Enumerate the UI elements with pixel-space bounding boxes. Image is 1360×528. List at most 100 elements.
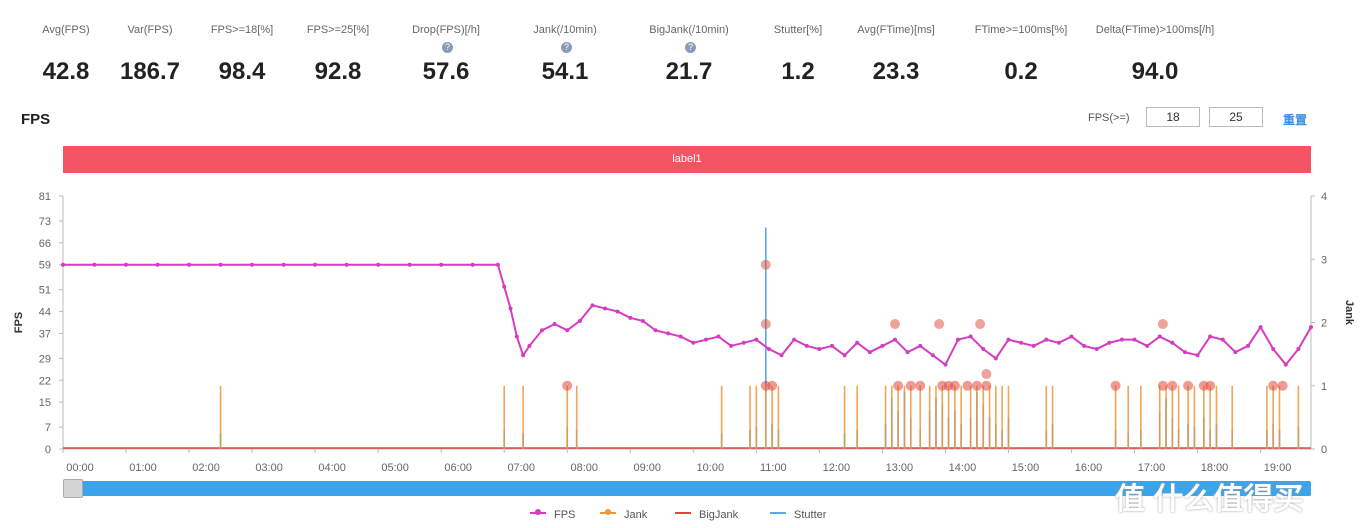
x-tick-label: 14:00	[949, 462, 977, 474]
fps-highlight-marker	[760, 319, 771, 330]
fps-point	[1069, 334, 1074, 339]
fps-point	[766, 347, 771, 352]
legend-swatch	[530, 509, 546, 515]
fps-point	[187, 262, 192, 267]
fps-point	[92, 262, 97, 267]
fps-point	[1019, 340, 1024, 345]
fps-point	[1296, 347, 1301, 352]
y-tick-label: 29	[39, 353, 51, 365]
fps-highlight-marker	[934, 319, 945, 330]
y2-axis-title: Jank	[1343, 300, 1355, 326]
fps-point	[603, 306, 608, 311]
fps-point	[867, 350, 872, 355]
y2-tick-label: 1	[1321, 381, 1327, 393]
legend-label: Stutter	[794, 509, 827, 521]
stat-2: FPS>=18[%] 98.4	[162, 22, 322, 86]
fps-point	[1119, 337, 1124, 342]
stat-1: Var(FPS) 186.7	[70, 22, 230, 86]
fps-point	[754, 337, 759, 342]
legend-item-stutter[interactable]: Stutter	[770, 507, 826, 523]
fps-point	[741, 340, 746, 345]
y-tick-label: 44	[39, 307, 51, 319]
stat-value: 98.4	[218, 58, 266, 85]
fps-point	[1145, 343, 1150, 348]
fps-point	[577, 318, 582, 323]
y-tick-label: 59	[39, 260, 51, 272]
x-tick-label: 19:00	[1264, 462, 1292, 474]
fps-point	[470, 262, 475, 267]
x-tick-label: 12:00	[823, 462, 851, 474]
threshold-input-1[interactable]	[1146, 107, 1200, 127]
bigjank-marker	[1183, 380, 1194, 391]
x-tick-label: 05:00	[381, 462, 409, 474]
fps-point	[968, 334, 973, 339]
x-tick-label: 13:00	[886, 462, 914, 474]
stat-0: Avg(FPS) 42.8	[0, 22, 146, 86]
fps-point	[640, 318, 645, 323]
stat-8: Avg(FTime)[ms] 23.3	[816, 22, 976, 86]
x-tick-label: 16:00	[1075, 462, 1103, 474]
legend-label: FPS	[554, 509, 576, 521]
x-tick-label: 00:00	[66, 462, 94, 474]
bigjank-marker	[1205, 380, 1216, 391]
stat-7: Stutter[%] 1.2	[718, 22, 878, 86]
x-tick-label: 09:00	[634, 462, 662, 474]
legend-swatch	[770, 512, 786, 514]
bigjank-marker	[1268, 380, 1279, 391]
panel-title: FPS	[21, 111, 51, 128]
fps-point	[1157, 334, 1162, 339]
bigjank-marker	[1110, 380, 1121, 391]
bigjank-marker	[562, 380, 573, 391]
fps-point	[527, 343, 532, 348]
stat-3: FPS>=25[%] 92.8	[258, 22, 418, 86]
fps-point	[1283, 362, 1288, 367]
fps-point	[439, 262, 444, 267]
y2-tick-label: 0	[1321, 444, 1327, 456]
fps-point	[880, 343, 885, 348]
bigjank-marker	[981, 380, 992, 391]
stats-summary: Avg(FPS) 42.8 Var(FPS) 186.7 FPS>=18[%] 98.4 F…	[0, 0, 1360, 100]
bigjank-marker	[767, 380, 778, 391]
fps-point	[691, 340, 696, 345]
stat-value: 94.0	[1131, 58, 1179, 85]
legend-label: BigJank	[699, 509, 739, 521]
fps-point	[1258, 325, 1263, 330]
legend-item-jank[interactable]: Jank	[600, 507, 647, 523]
fps-point	[540, 328, 545, 333]
stat-value: 42.8	[42, 58, 90, 85]
stat-value: 54.1	[541, 58, 589, 85]
threshold-input-2[interactable]	[1209, 107, 1263, 127]
fps-point	[552, 322, 557, 327]
fps-point	[804, 343, 809, 348]
time-range-slider[interactable]	[63, 479, 1311, 498]
stat-6: BigJank(/10min)? 21.7	[609, 22, 769, 86]
stat-value: 21.7	[665, 58, 713, 85]
y2-tick-label: 4	[1321, 191, 1327, 203]
stat-label: Delta(FTime)>100ms[/h]	[1095, 24, 1215, 36]
fps-point	[628, 315, 633, 320]
fps-point	[502, 284, 507, 289]
legend-label: Jank	[624, 509, 648, 521]
stat-value: 186.7	[119, 58, 181, 85]
fps-point	[1245, 343, 1250, 348]
bigjank-marker	[962, 380, 973, 391]
reset-button[interactable]: 重置	[1283, 113, 1308, 127]
fps-point	[653, 328, 658, 333]
y-tick-label: 37	[39, 328, 51, 340]
fps-point	[943, 362, 948, 367]
info-icon[interactable]: ?	[561, 42, 572, 53]
fps-highlight-marker	[975, 319, 986, 330]
legend-item-fps[interactable]: FPS	[530, 507, 575, 523]
fps-point	[930, 353, 935, 358]
bigjank-marker	[915, 380, 926, 391]
fps-point	[1132, 337, 1137, 342]
info-icon[interactable]: ?	[442, 42, 453, 53]
y-axis-title: FPS	[13, 312, 25, 333]
stat-9: FTime>=100ms[%] 0.2	[941, 22, 1101, 86]
legend-item-bigjank[interactable]: BigJank	[675, 507, 738, 523]
info-icon[interactable]: ?	[685, 42, 696, 53]
legend-swatch	[675, 512, 691, 514]
x-tick-label: 08:00	[570, 462, 598, 474]
fps-point	[590, 303, 595, 308]
slider-handle[interactable]	[63, 479, 83, 498]
